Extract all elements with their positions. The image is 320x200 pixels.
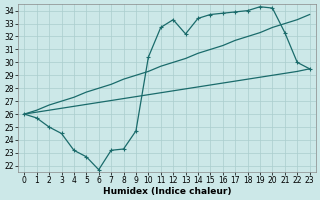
X-axis label: Humidex (Indice chaleur): Humidex (Indice chaleur) [103,187,231,196]
